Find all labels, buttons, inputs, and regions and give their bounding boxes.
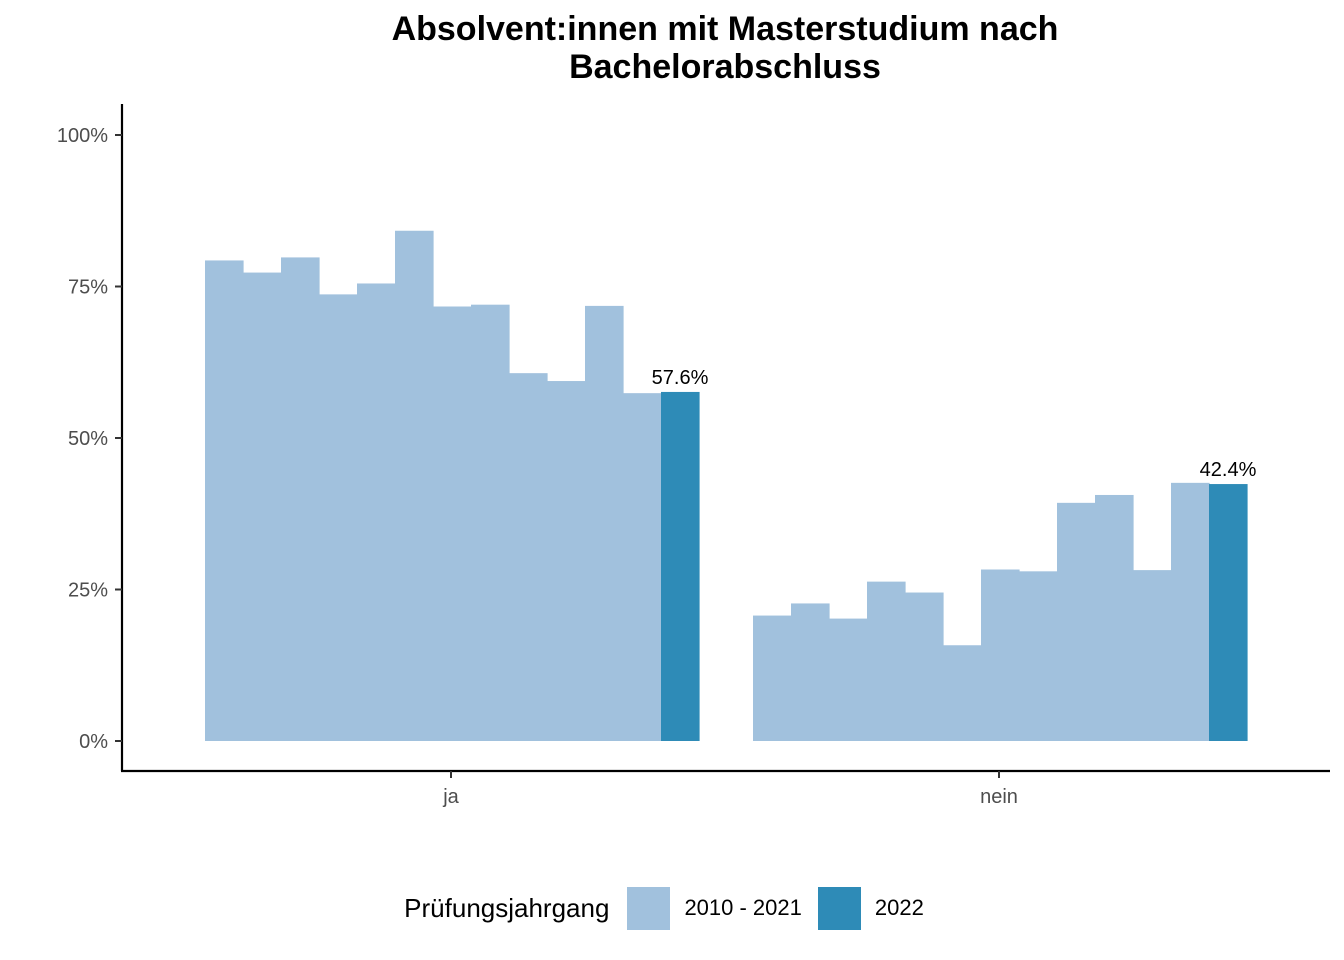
data-label-nein: 42.4%	[1200, 459, 1257, 481]
bar-ja-s0-7	[471, 304, 510, 741]
bar-nein-s0-2	[829, 618, 868, 741]
chart-title-line-1: Absolvent:innen mit Masterstudium nach	[391, 10, 1059, 48]
x-tick-label-nein: nein	[980, 786, 1018, 808]
y-axis-ticks: 0% 25% 50% 75% 100%	[57, 125, 122, 753]
bar-nein-s0-0	[753, 615, 792, 741]
data-labels-layer: 57.6% 42.4%	[652, 367, 1257, 481]
bar-nein-s0-5	[943, 645, 982, 741]
bar-ja-s0-8	[509, 373, 548, 741]
bar-ja-s0-4	[357, 283, 396, 741]
bar-ja-s0-11	[623, 393, 662, 741]
bar-nein-s0-10	[1133, 570, 1172, 741]
bar-nein-s0-1	[791, 603, 830, 741]
chart-title: Absolvent:innen mit Masterstudium nach B…	[120, 10, 1330, 86]
bar-nein-s0-9	[1095, 494, 1134, 741]
y-tick-label-25: 25%	[68, 580, 108, 602]
legend: Prüfungsjahrgang 2010 - 2021 2022	[0, 885, 1344, 931]
bar-ja-s0-5	[395, 230, 434, 742]
bar-nein-s0-6	[981, 569, 1020, 741]
legend-key-2010-2021	[627, 886, 671, 930]
bar-nein-s1-0	[1209, 484, 1248, 741]
bar-ja-s0-1	[243, 272, 282, 741]
bar-nein-s0-7	[1019, 571, 1058, 741]
x-tick-label-ja: ja	[442, 786, 459, 808]
bar-nein-s0-4	[905, 592, 944, 741]
y-tick-label-75: 75%	[68, 277, 108, 299]
legend-item-2010-2021: 2010 - 2021	[627, 886, 802, 930]
bar-ja-s1-0	[661, 391, 700, 741]
y-tick-label-50: 50%	[68, 428, 108, 450]
bar-ja-s0-0	[205, 260, 244, 741]
bar-ja-s0-6	[433, 306, 472, 741]
y-tick-label-100: 100%	[57, 125, 108, 147]
bars-layer	[205, 230, 1248, 742]
data-label-ja: 57.6%	[652, 367, 709, 389]
legend-item-2022: 2022	[817, 886, 924, 930]
bar-nein-s0-8	[1057, 502, 1096, 741]
bar-ja-s0-9	[547, 381, 586, 741]
legend-key-2022	[817, 886, 861, 930]
chart-title-line-2: Bachelorabschluss	[569, 48, 881, 86]
bar-ja-s0-3	[319, 294, 358, 741]
bar-nein-s0-11	[1171, 482, 1210, 741]
legend-label-2010-2021: 2010 - 2021	[684, 895, 802, 920]
legend-title: Prüfungsjahrgang	[404, 892, 610, 923]
y-tick-label-0: 0%	[79, 731, 108, 753]
bar-ja-s0-2	[281, 257, 320, 741]
bar-chart: 57.6% 42.4% 0% 25% 50% 75% 100% ja nein	[57, 104, 1330, 808]
bar-ja-s0-10	[585, 305, 624, 741]
x-axis-ticks: ja nein	[442, 771, 1018, 808]
legend-label-2022: 2022	[874, 895, 924, 920]
bar-nein-s0-3	[867, 581, 906, 741]
